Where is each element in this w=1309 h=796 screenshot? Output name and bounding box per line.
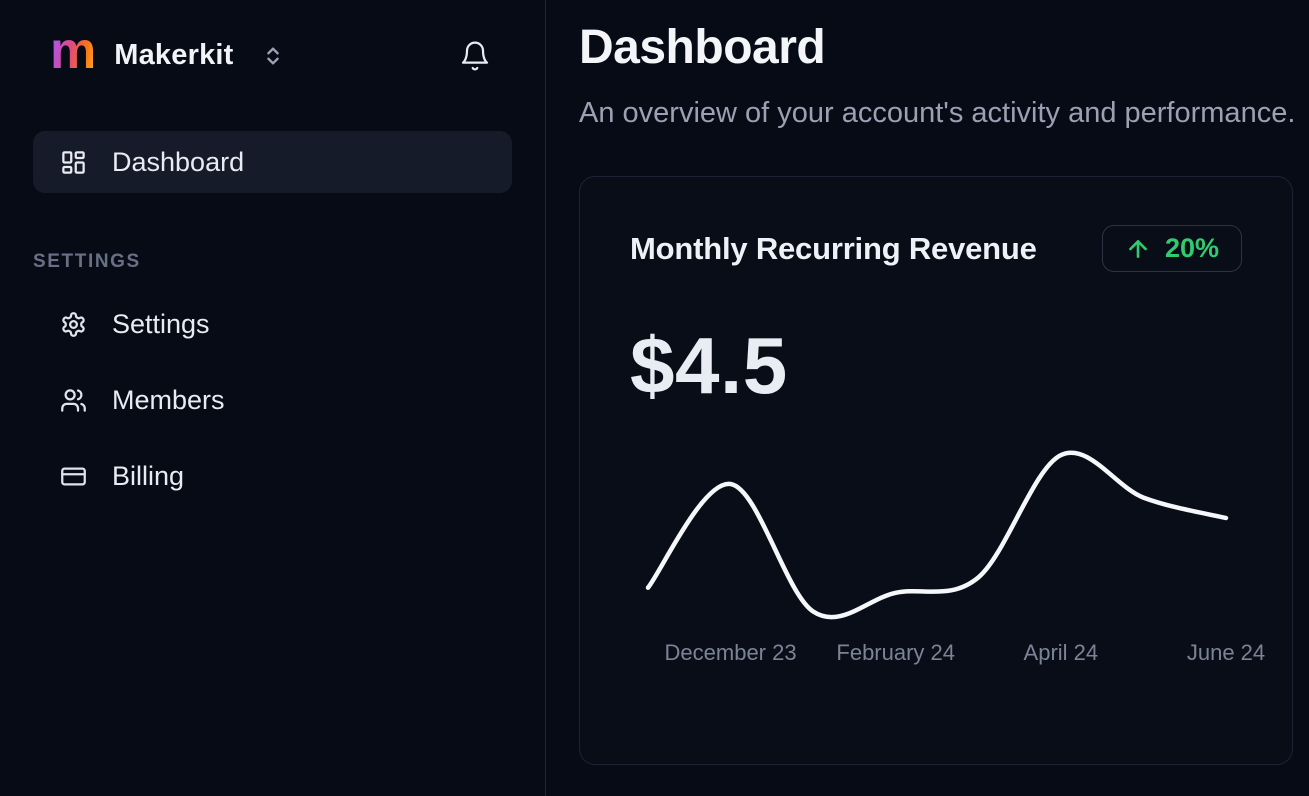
gear-icon [62, 311, 85, 337]
makerkit-logo: m [50, 22, 97, 80]
sidebar-section-settings-label: SETTINGS [33, 251, 141, 272]
mrr-chart: December 23 February 24 April 24 June 24 [630, 440, 1266, 670]
x-tick-label: April 24 [1023, 640, 1099, 665]
sidebar-item-label: Members [112, 384, 225, 415]
page-subtitle: An overview of your account's activity a… [579, 97, 1296, 129]
credit-card-icon [61, 467, 86, 485]
sidebar-item-label: Settings [112, 308, 210, 339]
layout-dashboard-icon [62, 150, 85, 174]
main-content: Dashboard An overview of your account's … [546, 0, 1309, 796]
page-title: Dashboard [579, 21, 826, 74]
x-axis: December 23 February 24 April 24 June 24 [630, 640, 1266, 670]
sidebar: m Makerkit Das [0, 0, 546, 796]
bell-icon [461, 41, 489, 70]
sidebar-item-dashboard[interactable]: Dashboard [33, 131, 512, 193]
workspace-name: Makerkit [114, 39, 234, 71]
sidebar-item-members[interactable]: Members [33, 369, 512, 431]
trend-badge: 20% [1101, 225, 1242, 272]
sidebar-item-settings[interactable]: Settings [33, 293, 512, 355]
x-tick-label: February 24 [836, 640, 956, 665]
sidebar-item-label: Billing [112, 460, 185, 491]
sidebar-item-billing[interactable]: Billing [33, 445, 512, 507]
chevrons-up-down-icon [266, 46, 279, 65]
sidebar-header: m Makerkit [0, 0, 545, 77]
arrow-up-icon [1129, 239, 1147, 258]
card-header: Monthly Recurring Revenue 20% [630, 225, 1242, 272]
x-tick-label: June 24 [1186, 640, 1266, 665]
mrr-amount: $4.5 [630, 321, 788, 410]
workspace-selector[interactable]: m Makerkit [50, 25, 284, 77]
sidebar-item-label: Dashboard [112, 146, 245, 177]
sidebar-nav: Dashboard SETTINGS Settings Members [0, 131, 545, 521]
x-tick-label: December 23 [664, 640, 797, 665]
line-chart [645, 450, 1229, 620]
trend-value: 20% [1164, 233, 1219, 263]
card-title: Monthly Recurring Revenue [630, 230, 1037, 266]
users-icon [61, 388, 86, 412]
chart-line [645, 450, 1229, 620]
notifications-button[interactable] [459, 40, 491, 72]
mrr-card: Monthly Recurring Revenue 20% $4.5 Decem… [579, 176, 1293, 765]
